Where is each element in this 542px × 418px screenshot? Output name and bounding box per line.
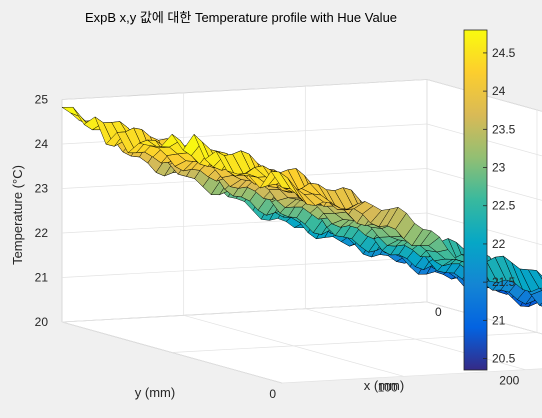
chart-title: ExpB x,y 값에 대한 Temperature profile with … [85, 10, 397, 25]
colorbar-tick-label: 21 [492, 313, 506, 327]
z-tick-label: 21 [35, 271, 49, 285]
colorbar-tick-label: 22 [492, 237, 506, 251]
z-tick-label: 24 [35, 137, 49, 151]
floor-plane [62, 302, 542, 383]
z-tick-label: 22 [35, 226, 49, 240]
grid-line [281, 368, 542, 384]
y-tick-label: 100 [378, 380, 398, 394]
surface-mesh [61, 106, 542, 308]
colorbar-gradient [463, 29, 488, 371]
y-tick-label: 0 [269, 387, 276, 401]
colorbar-tick-label: 24.5 [492, 46, 516, 60]
tick-labels: 2021222324250100200300050100 [35, 93, 520, 402]
grid-line [61, 257, 428, 278]
y-axis-label: y (mm) [135, 385, 175, 400]
y-tick-label: 200 [499, 374, 519, 388]
grid-line [61, 301, 428, 323]
colorbar-tick-label: 24 [492, 84, 506, 98]
z-tick-label: 25 [35, 93, 49, 107]
colorbar-tick-label: 22.5 [492, 199, 516, 213]
x-axis-label: x (mm) [364, 378, 404, 393]
colorbar-ticks: 20.5 21 21.5 22 22.5 23 23.5 24 24.5 [483, 46, 516, 366]
colorbar-tick-label: 20.5 [492, 352, 516, 366]
z-tick-label: 20 [35, 315, 49, 329]
colorbar-tick-label: 21.5 [492, 275, 516, 289]
z-tick-label: 23 [35, 182, 49, 196]
colorbar-tick-label: 23.5 [492, 122, 516, 136]
surface-cell [270, 171, 291, 189]
x-tick-label: 0 [435, 305, 442, 319]
colorbar-tick-label: 23 [492, 161, 506, 175]
colorbar[interactable]: 20.5 21 21.5 22 22.5 23 23.5 24 24.5 [463, 29, 516, 371]
z-axis-label: Temperature (°C) [10, 165, 25, 265]
grid-line [61, 79, 428, 100]
